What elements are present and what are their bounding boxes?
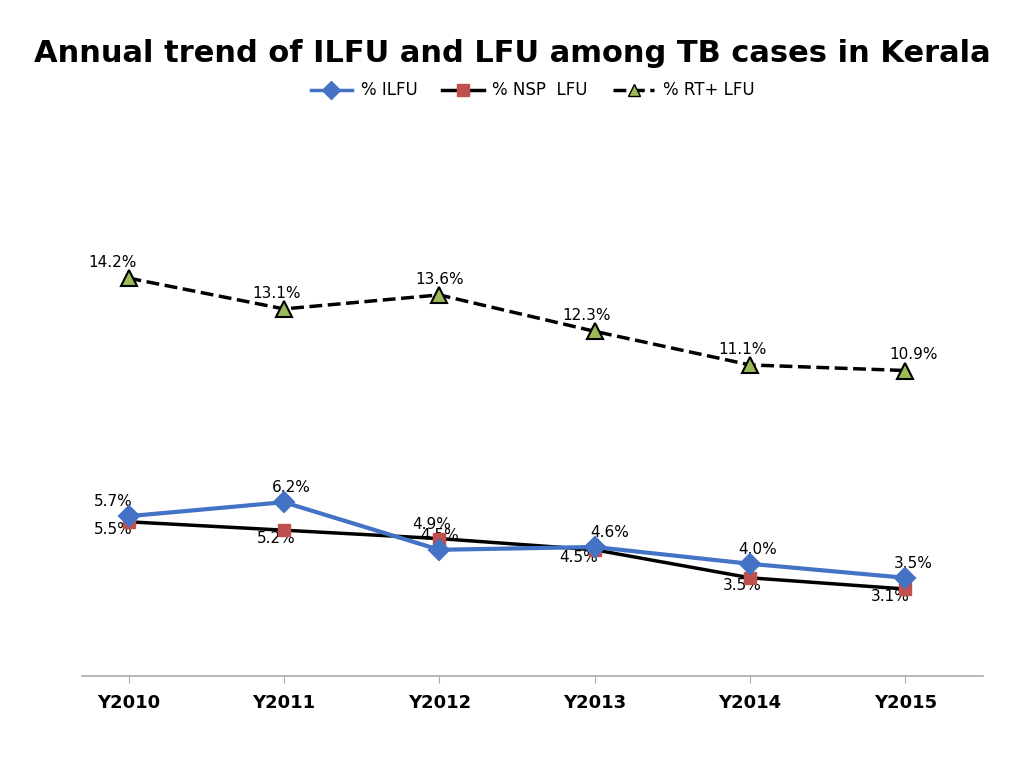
Legend: % ILFU, % NSP  LFU, % RT+ LFU: % ILFU, % NSP LFU, % RT+ LFU (304, 74, 761, 106)
Text: 13.6%: 13.6% (415, 272, 464, 286)
Text: 5.7%: 5.7% (93, 494, 132, 509)
Text: 3.1%: 3.1% (870, 589, 909, 604)
Text: 10.9%: 10.9% (889, 347, 937, 362)
Text: 13.1%: 13.1% (252, 286, 300, 300)
Text: 5.5%: 5.5% (93, 522, 132, 537)
Text: 12.3%: 12.3% (562, 308, 611, 323)
Text: 4.9%: 4.9% (412, 517, 451, 531)
Text: 6.2%: 6.2% (272, 480, 311, 495)
Text: 4.6%: 4.6% (591, 525, 630, 540)
Text: Annual trend of ILFU and LFU among TB cases in Kerala: Annual trend of ILFU and LFU among TB ca… (34, 39, 990, 68)
Text: 11.1%: 11.1% (718, 342, 766, 356)
Text: 3.5%: 3.5% (723, 578, 762, 593)
Text: 4.5%: 4.5% (420, 528, 459, 543)
Text: 14.2%: 14.2% (89, 255, 137, 270)
Text: 3.5%: 3.5% (894, 556, 933, 571)
Text: 4.0%: 4.0% (738, 541, 777, 557)
Text: 4.5%: 4.5% (560, 550, 598, 565)
Text: 5.2%: 5.2% (257, 531, 296, 545)
